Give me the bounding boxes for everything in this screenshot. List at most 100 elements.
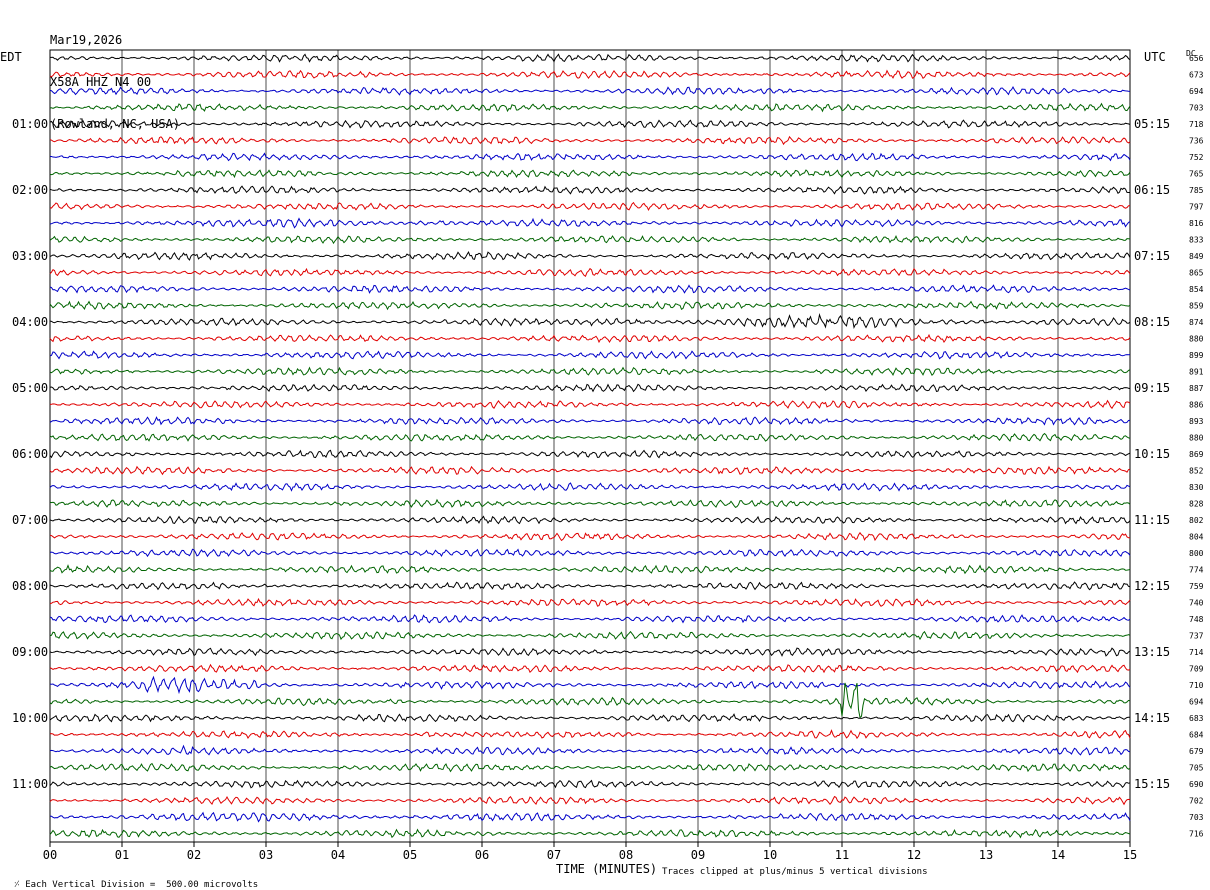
x-tick-label: 13 <box>979 848 993 862</box>
trace-line <box>49 432 1131 442</box>
trace-line <box>49 86 1131 96</box>
dc-offset-label: 656 <box>1189 54 1204 63</box>
dc-offset-label: 849 <box>1189 252 1204 261</box>
right-hour-label: 12:15 <box>1134 579 1170 593</box>
dc-offset-label: 752 <box>1189 153 1204 162</box>
left-hour-label: 09:00 <box>12 645 48 659</box>
dc-offset-label: 869 <box>1189 450 1204 459</box>
station-location: (Rowland, NC, USA) <box>50 117 181 131</box>
trace-line <box>49 399 1131 410</box>
dc-offset-label: 865 <box>1189 269 1204 278</box>
dc-offset-label: 891 <box>1189 368 1204 377</box>
dc-offset-label: 710 <box>1189 681 1204 690</box>
dc-offset-label: 690 <box>1189 780 1204 789</box>
scale-icon: ⸓ <box>13 880 20 890</box>
dc-offset-label: 684 <box>1189 731 1204 740</box>
dc-offset-label: 833 <box>1189 236 1204 245</box>
trace-line <box>49 675 1131 695</box>
dc-offset-label: 774 <box>1189 566 1204 575</box>
x-tick-label: 14 <box>1051 848 1065 862</box>
trace-line <box>49 383 1131 393</box>
dc-offset-label: 673 <box>1189 71 1204 80</box>
trace-line <box>49 581 1131 591</box>
dc-offset-label: 785 <box>1189 186 1204 195</box>
trace-line <box>49 102 1131 113</box>
dc-offset-label: 797 <box>1189 203 1204 212</box>
trace-line <box>49 663 1131 674</box>
dc-offset-label: 703 <box>1189 813 1204 822</box>
trace-line <box>49 300 1131 311</box>
dc-offset-label: 800 <box>1189 549 1204 558</box>
trace-line <box>49 515 1131 525</box>
x-tick-label: 10 <box>763 848 777 862</box>
right-hour-label: 06:15 <box>1134 183 1170 197</box>
x-tick-label: 06 <box>475 848 489 862</box>
dc-offset-label: 859 <box>1189 302 1204 311</box>
trace-line <box>49 312 1131 330</box>
right-hour-label: 05:15 <box>1134 117 1170 131</box>
right-hour-label: 10:15 <box>1134 447 1170 461</box>
plot-date: Mar19,2026 <box>50 33 123 47</box>
trace-line <box>49 729 1131 740</box>
plot-frame <box>49 49 1131 843</box>
trace-line <box>49 744 1131 756</box>
left-hour-label: 10:00 <box>12 711 48 725</box>
x-tick-label: 11 <box>835 848 849 862</box>
clip-note: Traces clipped at plus/minus 5 vertical … <box>662 867 928 877</box>
dc-offset-header: DC <box>1186 49 1196 58</box>
scale-note-text: Each Vertical Division = 500.00 microvol… <box>25 880 259 890</box>
dc-offset-label: 874 <box>1189 318 1204 327</box>
trace-line <box>49 630 1131 641</box>
dc-offset-label: 893 <box>1189 417 1204 426</box>
right-hour-label: 09:15 <box>1134 381 1170 395</box>
left-hour-label: 08:00 <box>12 579 48 593</box>
scale-note: ⸓ Each Vertical Division = 500.00 microv… <box>3 867 258 890</box>
dc-offset-label: 703 <box>1189 104 1204 113</box>
trace-line <box>49 564 1131 575</box>
trace-line <box>49 449 1131 459</box>
x-tick-label: 15 <box>1123 848 1137 862</box>
x-tick-label: 05 <box>403 848 417 862</box>
trace-line <box>49 828 1131 839</box>
left-hour-label: 05:00 <box>12 381 48 395</box>
trace-line <box>49 762 1131 773</box>
right-hour-label: 11:15 <box>1134 513 1170 527</box>
trace-line <box>49 119 1131 129</box>
trace-line <box>49 779 1131 789</box>
x-tick-label: 12 <box>907 848 921 862</box>
left-hour-label: 06:00 <box>12 447 48 461</box>
dc-offset-label: 828 <box>1189 500 1204 509</box>
trace-line <box>49 713 1131 723</box>
left-timezone-label: EDT <box>0 50 22 64</box>
dc-offset-label: 716 <box>1189 830 1204 839</box>
dc-offset-label: 802 <box>1189 516 1204 525</box>
right-hour-label: 15:15 <box>1134 777 1170 791</box>
dc-offset-label: 765 <box>1189 170 1204 179</box>
trace-line <box>49 234 1131 245</box>
trace-line <box>49 53 1131 63</box>
dc-offset-label: 705 <box>1189 764 1204 773</box>
dc-offset-label: 709 <box>1189 665 1204 674</box>
dc-offset-label: 702 <box>1189 797 1204 806</box>
dc-offset-label: 816 <box>1189 219 1204 228</box>
trace-line <box>49 284 1131 294</box>
trace-line <box>49 548 1131 558</box>
trace-line <box>49 795 1131 806</box>
trace-line <box>49 614 1131 624</box>
left-hour-label: 01:00 <box>12 117 48 131</box>
dc-offset-label: 886 <box>1189 401 1204 410</box>
trace-line <box>49 597 1131 608</box>
trace-line <box>49 267 1131 277</box>
trace-line <box>49 682 1131 719</box>
dc-offset-label: 714 <box>1189 648 1204 657</box>
left-hour-label: 03:00 <box>12 249 48 263</box>
trace-line <box>49 250 1131 261</box>
left-hour-label: 04:00 <box>12 315 48 329</box>
dc-offset-label: 740 <box>1189 599 1204 608</box>
trace-line <box>49 152 1131 162</box>
trace-line <box>49 498 1131 508</box>
trace-line <box>49 465 1131 476</box>
dc-offset-label: 830 <box>1189 483 1204 492</box>
x-tick-label: 03 <box>259 848 273 862</box>
trace-line <box>49 416 1131 426</box>
